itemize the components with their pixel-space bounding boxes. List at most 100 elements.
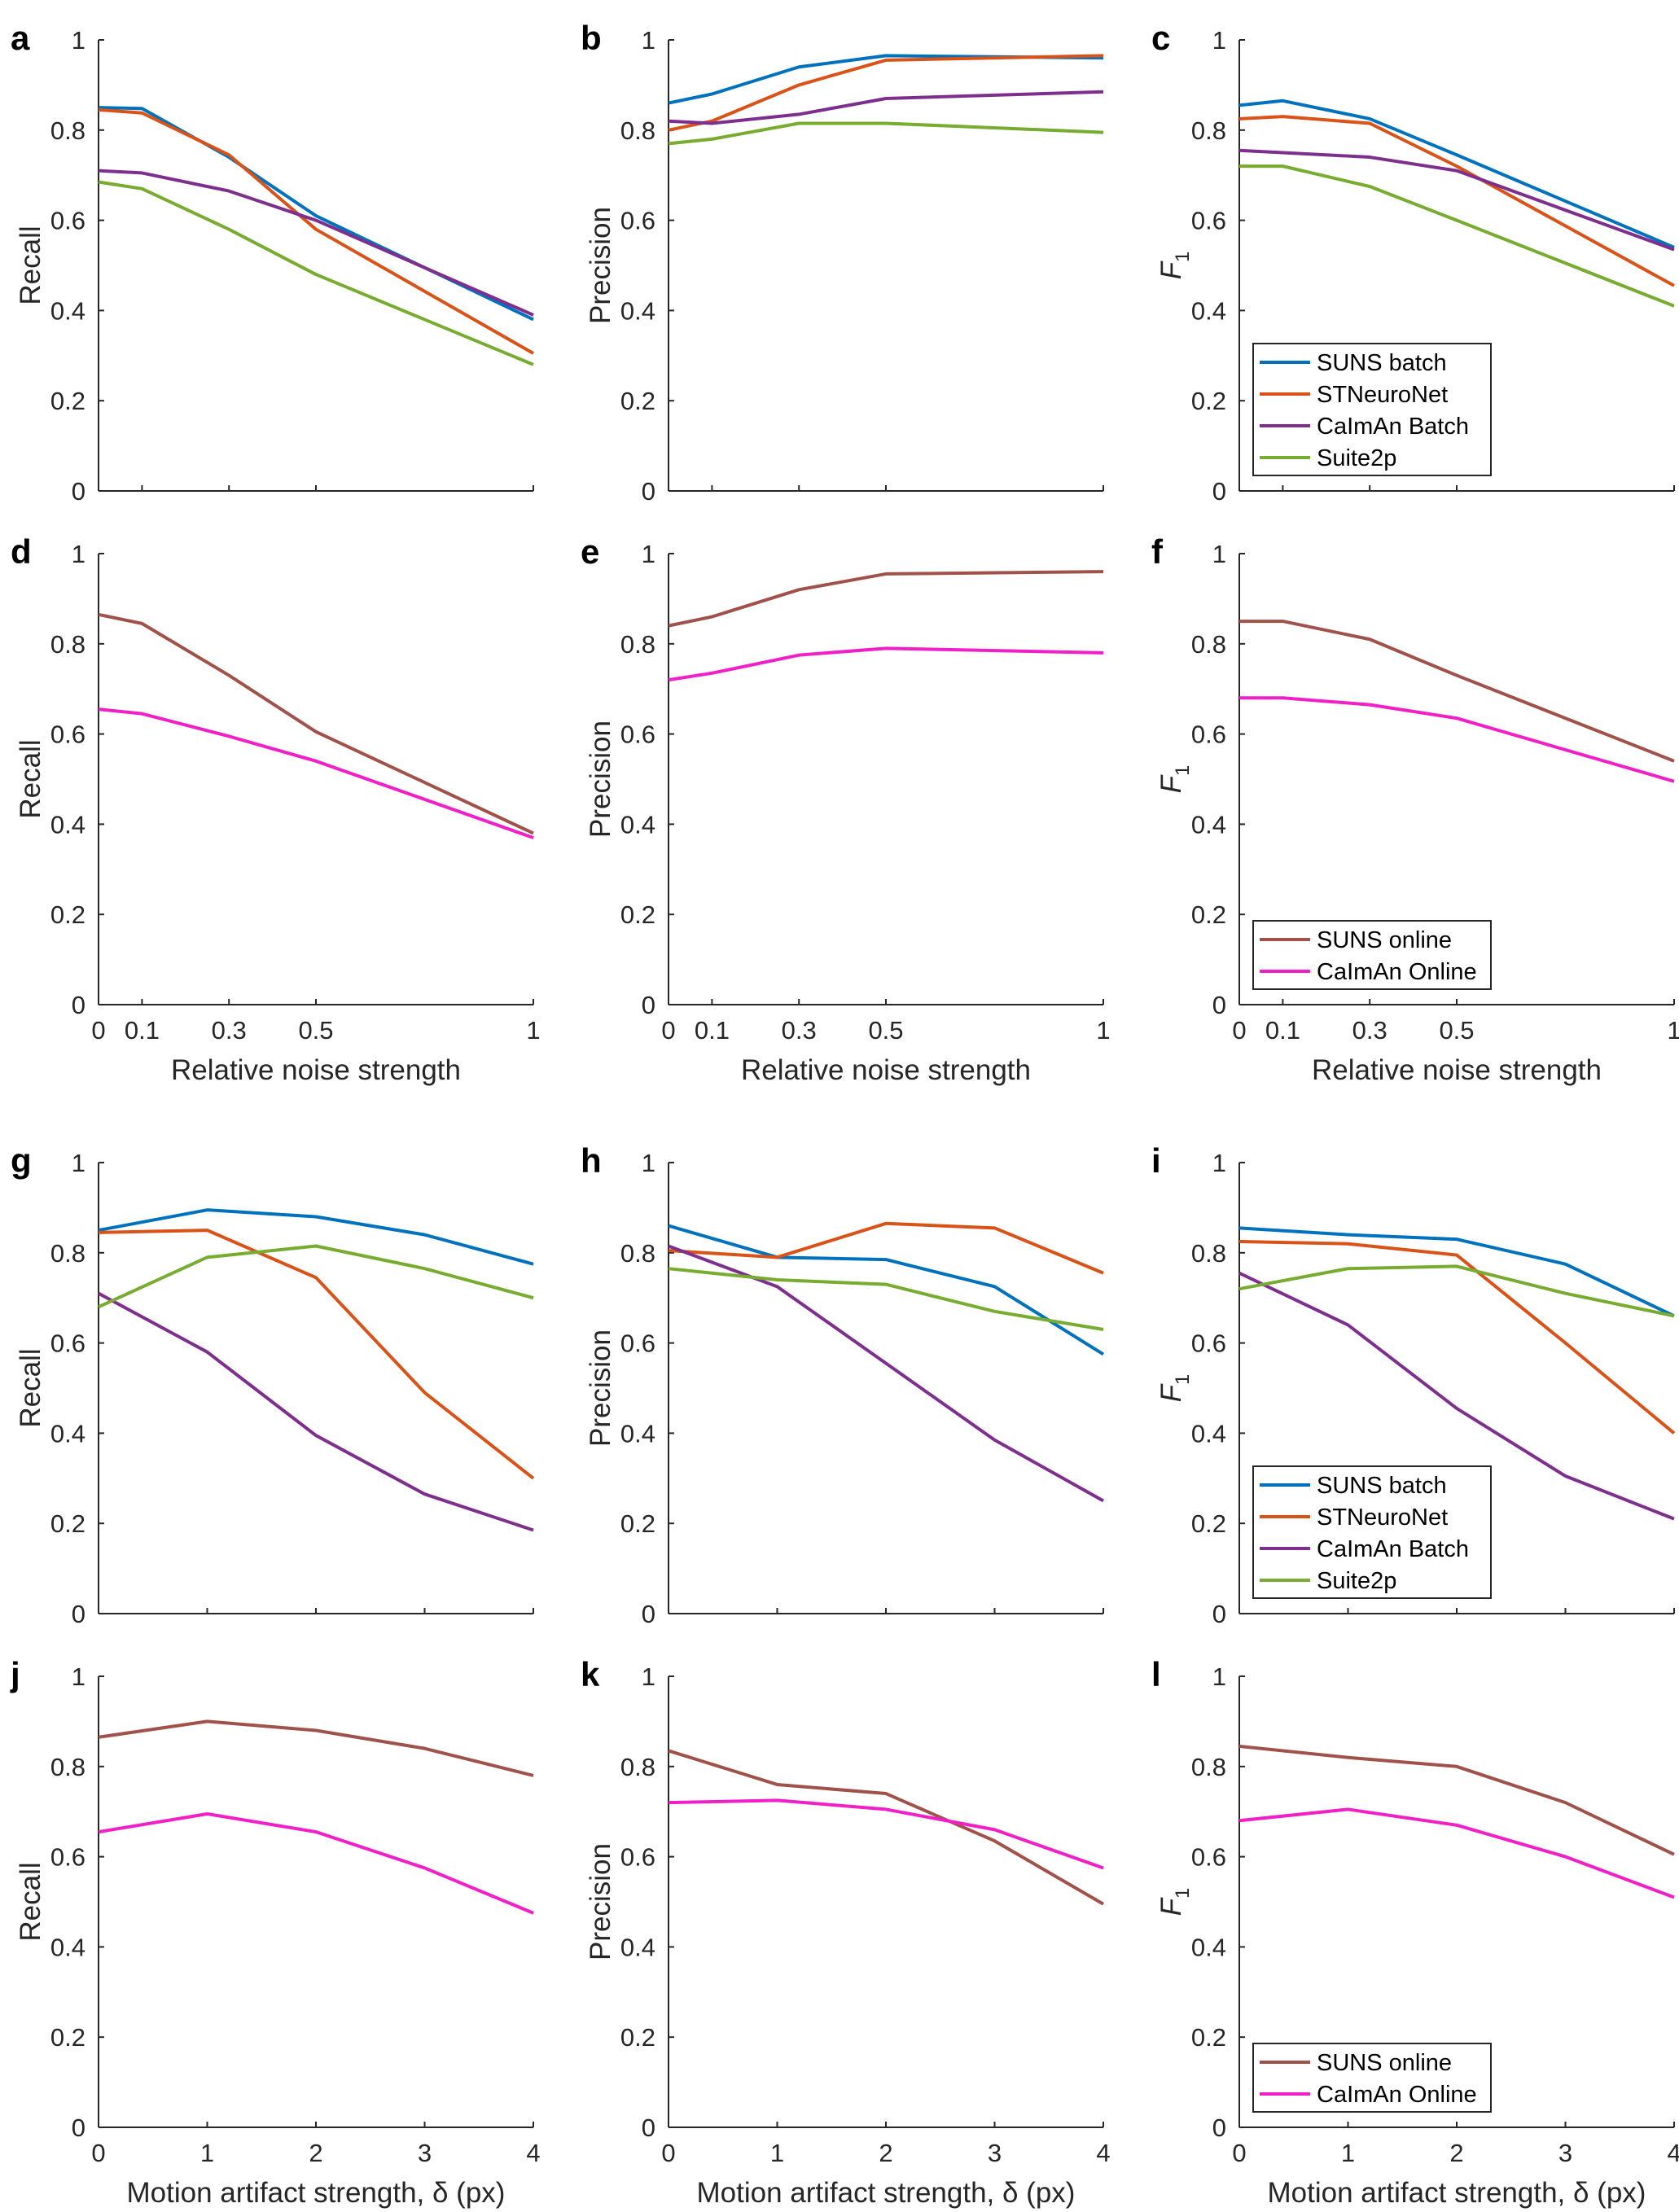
y-tick-label: 1 [1212,1662,1226,1691]
y-label-main: F [1155,1382,1187,1402]
series-line-suns-batch [668,54,1104,105]
y-tick-label: 1 [1212,1149,1226,1177]
x-tick-label: 0 [91,1016,105,1045]
y-tick-label: 1 [1212,26,1226,55]
series-line-stneuronet [98,107,534,355]
x-tick-label: 2 [1449,2139,1463,2167]
series-line-suite2p [98,180,534,366]
series-line-caiman-batch [1238,1271,1675,1521]
y-tick-label: 1 [642,1662,655,1691]
x-tick-label: 0.3 [1352,1016,1387,1045]
series-line-stneuronet [1238,1239,1676,1435]
series-line-stneuronet [668,1221,1104,1275]
x-tick-label: 3 [988,2139,1002,2167]
y-tick-label: 0 [1212,991,1226,1019]
y-axis-label: F1 [1155,252,1194,280]
legend-label: STNeuroNet [1317,382,1448,408]
y-label-sub: 1 [1172,765,1194,776]
y-tick-label: 0.4 [50,296,85,325]
y-tick-label: 0 [642,1600,655,1628]
legend-box [1252,920,1492,990]
y-axis-label: F1 [1155,1888,1194,1916]
legend: SUNS batch STNeuroNet CaImAn Batch Suite2p [1252,1465,1492,1599]
legend-label: SUNS batch [1317,1473,1447,1499]
y-tick-label: 0 [72,477,85,506]
x-tick-label: 2 [879,2139,892,2167]
x-tick-label: 4 [526,2139,540,2167]
y-axis-label: Precision [585,1843,616,1960]
y-tick-label: 0.2 [50,1509,85,1538]
x-tick-label: 1 [770,2139,784,2167]
series-line-suite2p [98,1244,534,1309]
series-line-caiman-online [668,1798,1104,1870]
x-tick-label: 0.5 [1439,1016,1474,1045]
x-tick-label: 1 [1341,2139,1355,2167]
panel-j: j 0 0.2 0.4 0.6 0.8 1 0 1 2 3 4 Recall Motion artifac… [10,1655,541,2209]
y-tick-label: 0.2 [50,2023,85,2052]
series-line-suite2p [668,121,1104,146]
x-tick-label: 0.3 [212,1016,247,1045]
panel-a: a 0 0.2 0.4 0.6 0.8 1 Recall [11,19,534,506]
x-tick-label: 0 [661,1016,675,1045]
y-tick-label: 0.8 [620,1753,655,1781]
x-tick-label: 0 [1232,1016,1246,1045]
x-axis-label: Motion artifact strength, δ (px) [127,2177,506,2209]
series-line-suns-batch [668,1224,1105,1356]
y-tick-label: 1 [642,26,655,55]
series-line-suns-batch [1238,1226,1675,1318]
legend-label: SUNS online [1317,2050,1452,2076]
series-line-suns-batch [1238,99,1675,249]
y-tick-label: 0.6 [50,207,85,235]
y-tick-label: 0.6 [1191,1329,1226,1358]
y-axis-label: F1 [1155,765,1194,794]
y-axis-label: Recall [15,226,46,304]
y-tick-label: 0 [1212,2113,1226,2142]
y-tick-label: 0.8 [1191,630,1226,659]
x-tick-label: 0.3 [782,1016,817,1045]
y-label-main: F [1155,1896,1187,1916]
panel-h: h 0 0.2 0.4 0.6 0.8 1 Precision [581,1141,1105,1628]
y-tick-label: 0.6 [620,721,655,749]
series-line-caiman-batch [1238,148,1675,252]
y-tick-label: 1 [72,1662,85,1691]
y-label-main: F [1155,260,1187,279]
y-tick-label: 0 [642,477,655,506]
legend: SUNS batch STNeuroNet CaImAn Batch Suite2p [1252,343,1492,476]
y-tick-label: 0.2 [1191,1509,1226,1538]
legend-label: CaImAn Batch [1317,1536,1469,1562]
y-tick-label: 0.8 [1191,116,1226,145]
y-tick-label: 0.2 [50,387,85,415]
series-line-caiman-online [1238,1807,1675,1899]
y-tick-label: 1 [642,1149,655,1177]
y-axis-label: Precision [585,721,616,838]
y-tick-label: 0.8 [50,116,85,145]
series-line-caiman-online [98,1811,534,1915]
y-tick-label: 1 [72,540,85,568]
legend-label: CaImAn Online [1317,959,1477,985]
y-tick-label: 0.6 [620,207,655,235]
y-tick-label: 0 [72,2113,85,2142]
series-line-caiman-online [98,707,534,839]
y-tick-label: 1 [1212,540,1226,568]
panel-letter: l [1151,1655,1161,1693]
x-tick-label: 0 [91,2139,105,2167]
y-tick-label: 0.8 [1191,1753,1226,1781]
x-tick-label: 0.1 [695,1016,730,1045]
x-axis-label: Relative noise strength [741,1054,1031,1086]
y-axis-label: Precision [585,1329,616,1447]
panel-letter: g [11,1141,32,1180]
series-line-suite2p [1238,1264,1675,1318]
series-line-caiman-batch [668,90,1104,125]
x-tick-label: 1 [1667,1016,1679,1045]
series-line-suite2p [668,1267,1104,1331]
x-tick-label: 0.5 [868,1016,903,1045]
y-tick-label: 0.6 [1191,207,1226,235]
panel-letter: b [581,19,602,57]
panel-b: b 0 0.2 0.4 0.6 0.8 1 Precision [581,19,1104,506]
series-line-suns-online [1238,1744,1675,1856]
y-label-sub: 1 [1172,1888,1194,1899]
y-axis-label: Recall [15,739,46,818]
y-tick-label: 0.6 [620,1329,655,1358]
